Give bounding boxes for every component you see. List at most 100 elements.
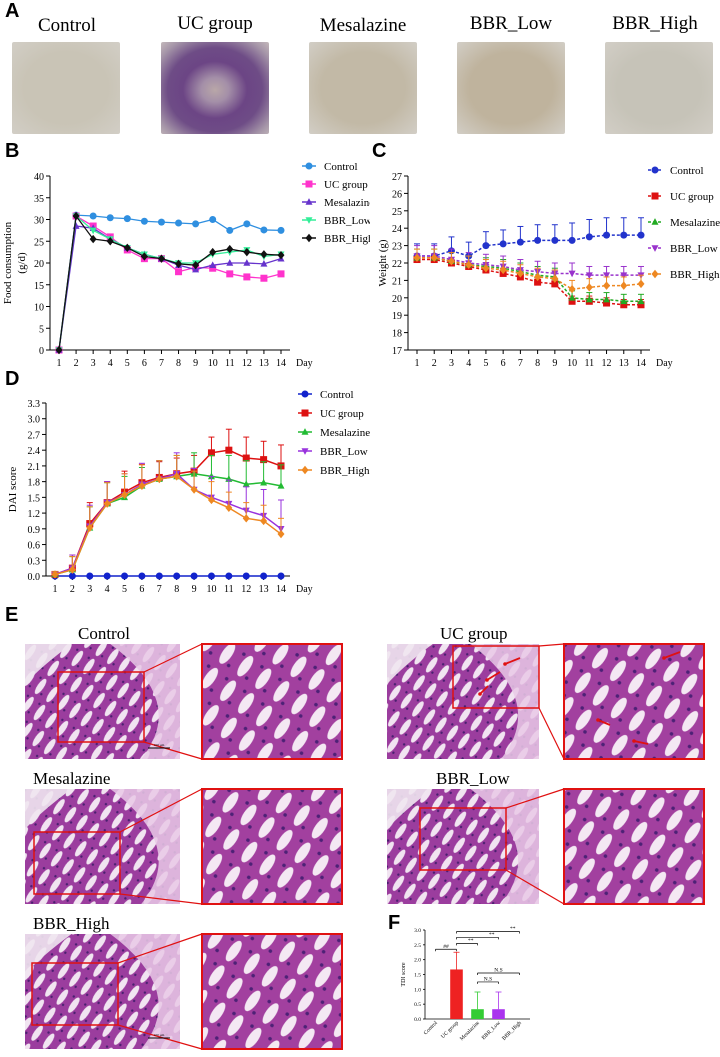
histo-mesalazine — [25, 788, 343, 905]
scale-bar-label: 100 μm — [154, 1033, 165, 1037]
data-point — [568, 270, 576, 278]
data-point — [277, 270, 285, 278]
bar-bbr-low — [492, 1009, 505, 1019]
zoom-connector — [143, 741, 203, 760]
data-point — [207, 449, 215, 457]
legend-label: UC group — [670, 191, 714, 203]
bar-mesalazine — [471, 1009, 484, 1019]
legend-label: BBR_Low — [320, 446, 368, 458]
significance-label: ** — [510, 926, 516, 932]
significance-label: ** — [489, 932, 495, 938]
legend-label: BBR_High — [324, 233, 370, 245]
data-point — [226, 270, 234, 278]
data-point — [190, 572, 198, 580]
data-point — [277, 572, 285, 580]
data-point — [260, 250, 268, 259]
legend-label: Control — [324, 161, 358, 173]
y-tick-label: 1.2 — [28, 509, 41, 520]
data-point — [243, 259, 251, 266]
data-point — [123, 243, 131, 252]
data-point — [482, 264, 490, 273]
legend-marker — [305, 198, 313, 205]
x-tick-label: 1 — [57, 358, 62, 369]
series-line — [54, 475, 282, 576]
x-tick-label: 5 — [125, 358, 130, 369]
data-point — [551, 236, 559, 244]
data-point — [175, 219, 183, 227]
data-point — [620, 301, 628, 309]
y-tick-label: 21 — [392, 276, 402, 287]
zoom-region-box — [57, 671, 145, 743]
photo-label-bbr-high: BBR_High — [612, 13, 698, 34]
y-tick-label: 24 — [392, 224, 402, 235]
zoom-region-box — [31, 962, 119, 1026]
colon-photo-bbr-low — [457, 42, 565, 134]
data-point — [225, 446, 233, 454]
data-point — [207, 572, 215, 580]
data-point — [277, 250, 285, 260]
y-tick-label: 0 — [39, 346, 44, 357]
pathology-arrow — [597, 719, 611, 726]
x-tick-label: 8 — [176, 358, 181, 369]
legend-label: BBR_Low — [324, 215, 370, 227]
histo-label-bbr-high: BBR_High — [33, 914, 110, 933]
data-point — [430, 253, 438, 262]
legend-marker — [651, 218, 659, 225]
data-point — [603, 272, 611, 280]
y-tick-label: 0.9 — [28, 525, 41, 536]
legend-marker — [301, 465, 309, 475]
muscularis-layer — [470, 789, 539, 904]
y-tick-label: 20 — [392, 294, 402, 305]
zoom-connector — [143, 643, 203, 673]
data-point — [585, 295, 593, 303]
data-point — [260, 456, 268, 464]
muscularis-layer — [470, 644, 539, 759]
data-point — [68, 565, 76, 574]
y-tick-label: 2.1 — [28, 462, 41, 473]
series-control — [413, 217, 645, 260]
x-tick-label: 6 — [139, 584, 144, 595]
data-point — [175, 259, 183, 269]
data-point — [637, 297, 645, 305]
legend-marker — [651, 245, 659, 252]
x-tick-label: 8 — [535, 358, 540, 369]
data-point — [620, 281, 628, 290]
photo-label-mesalazine: Mesalazine — [319, 15, 407, 36]
x-tick-label: 10 — [206, 584, 216, 595]
y-tick-label: 1.5 — [28, 493, 41, 504]
x-tick-label: 11 — [584, 358, 594, 369]
zoom-connector — [538, 643, 565, 647]
lumen-space — [25, 789, 72, 830]
x-tick-label: 4 — [105, 584, 110, 595]
data-point — [243, 220, 251, 228]
zoom-region-box — [452, 645, 540, 709]
legend-marker — [301, 448, 309, 455]
y-axis-label-line: DAI score — [7, 467, 19, 513]
data-point — [155, 572, 163, 580]
data-point — [260, 478, 268, 486]
data-point — [277, 481, 285, 489]
x-tick-label: 2 — [432, 358, 437, 369]
x-tick-label: 12 — [602, 358, 612, 369]
x-tick-label: 12 — [242, 358, 252, 369]
pathology-arrow — [486, 671, 501, 681]
data-point — [173, 472, 181, 481]
data-point — [603, 295, 611, 303]
data-point — [86, 572, 94, 580]
data-point — [585, 283, 593, 292]
data-point — [499, 240, 507, 248]
x-tick-label: 9 — [192, 584, 197, 595]
data-point — [207, 495, 215, 505]
data-point — [226, 259, 234, 266]
y-tick-label: 2.5 — [414, 943, 421, 949]
y-tick-label: 3.3 — [28, 399, 41, 410]
x-tick-label: 1 — [415, 358, 420, 369]
data-point — [173, 572, 181, 580]
x-tick-label: 4 — [466, 358, 471, 369]
y-tick-label: 10 — [34, 303, 44, 314]
x-tick-label: 9 — [552, 358, 557, 369]
panel-letter-f: F — [388, 912, 401, 934]
data-point — [55, 345, 63, 355]
